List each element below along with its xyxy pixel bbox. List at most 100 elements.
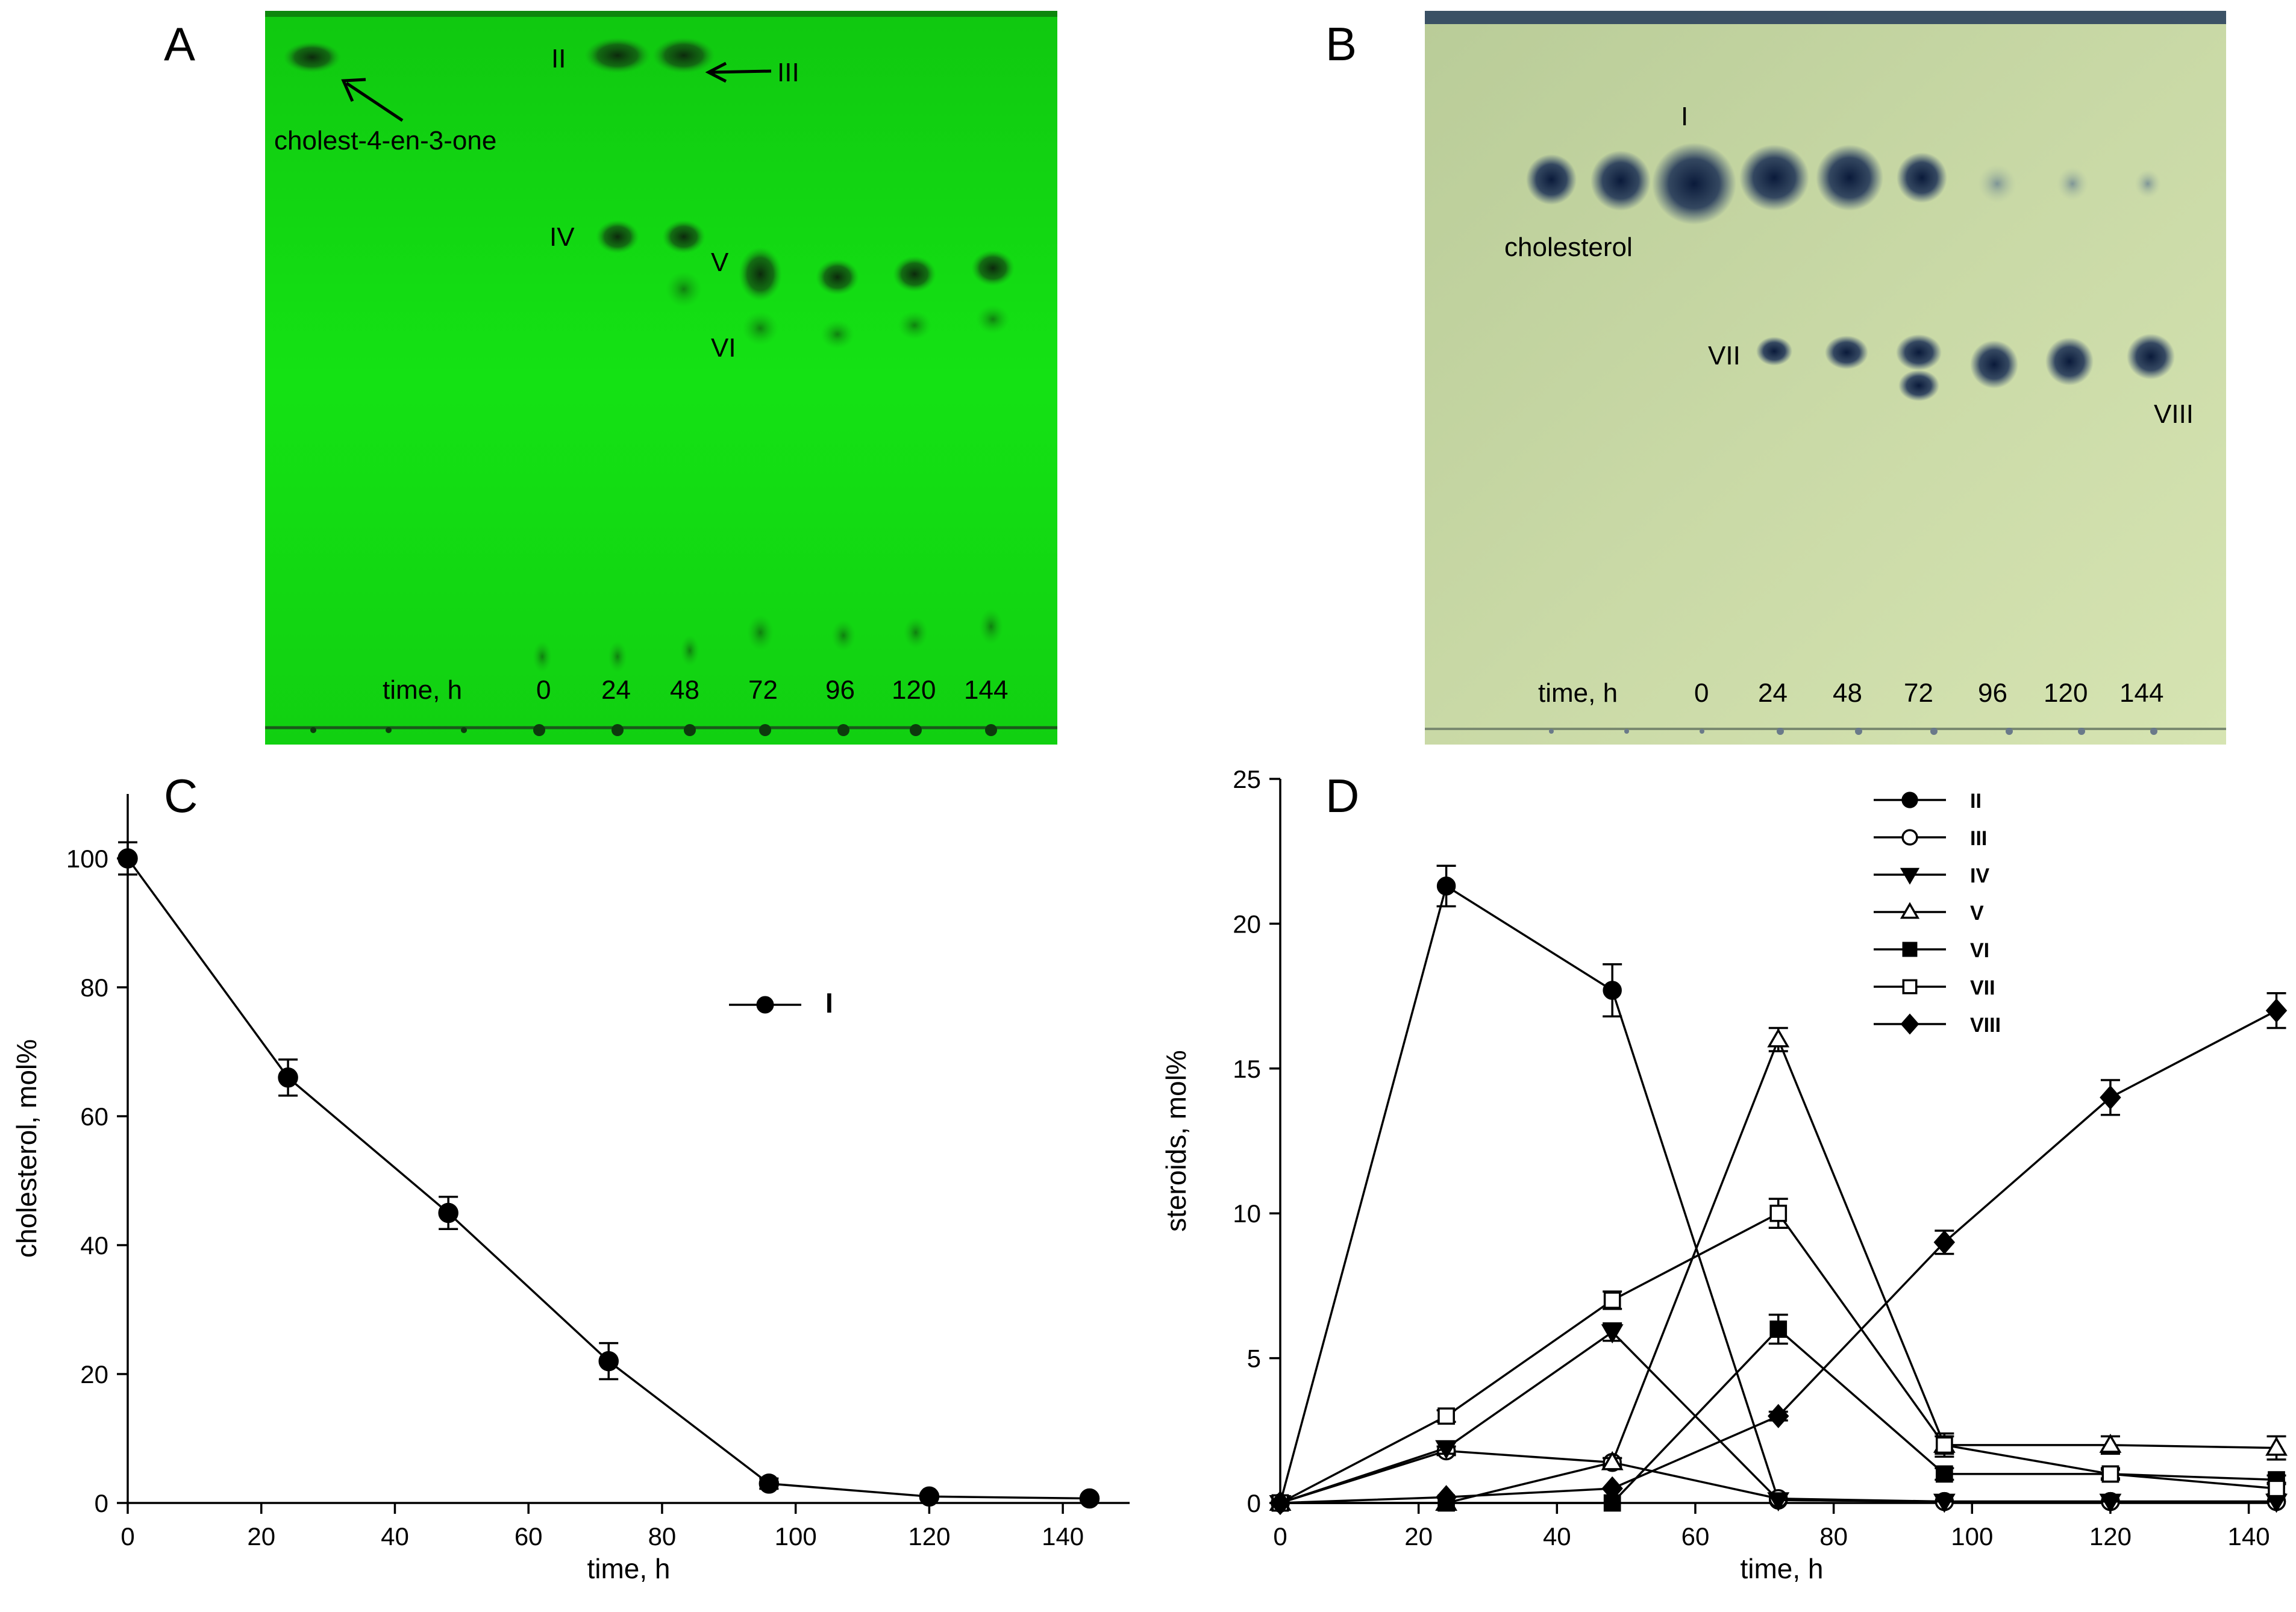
data-point-VI: [1935, 1465, 1953, 1483]
data-point-VIII: [1269, 1490, 1291, 1516]
lane-b-96: 96: [1978, 678, 2007, 708]
lane-a-48: 48: [670, 675, 699, 705]
spot-b-I-120: [2057, 167, 2088, 201]
y-tick-label: 10: [1233, 1199, 1261, 1228]
plate-a-origin-dots: [310, 724, 997, 736]
y-tick-label: 25: [1233, 765, 1261, 793]
x-tick-label: 0: [120, 1522, 134, 1551]
x-tick-label: 140: [1042, 1522, 1084, 1551]
x-tick-label: 120: [2089, 1522, 2132, 1551]
spot-b-I-72: [1897, 152, 1947, 203]
data-point-IV: [1435, 1440, 1458, 1460]
data-point-VII: [1603, 1292, 1621, 1309]
time-label-a: time, h: [383, 675, 462, 705]
lane-a-24: 24: [601, 675, 631, 705]
panel-c-label: C: [164, 769, 198, 822]
legend-marker-IV: [1900, 867, 1920, 885]
spot-b-VIII-96: [1970, 340, 2018, 389]
x-tick-label: 40: [1543, 1522, 1571, 1551]
lane-labels-b: time, h 0 24 48 72 96 120 144: [1538, 678, 2163, 708]
data-point-IV: [2099, 1493, 2122, 1513]
x-tick-label: 100: [1951, 1522, 1993, 1551]
data-point-I: [438, 1202, 458, 1223]
spot-label-VI: VI: [711, 333, 736, 363]
legend-label-IV: IV: [1970, 864, 1989, 887]
data-point-I: [598, 1351, 619, 1372]
data-point-VI: [1769, 1320, 1788, 1338]
x-tick-label: 0: [1273, 1522, 1287, 1551]
x-tick-label: 20: [247, 1522, 275, 1551]
series-line-VII: [1280, 1211, 2277, 1504]
data-point-VII: [2268, 1479, 2285, 1498]
spot-a-V-96: [816, 259, 859, 295]
data-point-VII: [1437, 1407, 1455, 1425]
time-label-b: time, h: [1538, 678, 1618, 708]
spot-a-VI-144: [976, 305, 1010, 334]
spot-a-V-48: [666, 271, 702, 307]
y-tick-label: 20: [80, 1360, 108, 1389]
data-point-VIII: [1933, 1230, 1956, 1255]
y-tick-label: 100: [66, 845, 108, 873]
y-tick-label: 15: [1233, 1055, 1261, 1083]
series-VII: [1271, 1198, 2286, 1512]
arrow-standard-a: [341, 78, 404, 122]
lane-b-144: 144: [2119, 678, 2163, 708]
x-tick-label: 140: [2228, 1522, 2270, 1551]
standard-label-a: cholest-4-en-3-one: [274, 126, 496, 155]
lane-b-48: 48: [1833, 678, 1862, 708]
spot-label-IV: IV: [549, 222, 575, 252]
spot-b-standard: [1526, 154, 1577, 205]
data-point-IV: [1601, 1324, 1624, 1344]
lane-a-72: 72: [748, 675, 778, 705]
lane-a-120: 120: [892, 675, 936, 705]
plate-b-background: [1425, 11, 2226, 745]
series-line-I: [127, 857, 1090, 1500]
spot-b-I-96: [1978, 164, 2016, 203]
spot-b-VIII-144: [2127, 334, 2175, 380]
series-V: [1269, 1026, 2288, 1511]
data-point-V: [1767, 1028, 1790, 1048]
legend-marker-I: [756, 996, 774, 1014]
lane-a-96: 96: [825, 675, 855, 705]
data-point-VII: [1935, 1436, 1953, 1454]
data-point-I: [278, 1067, 298, 1088]
legend-marker-VI: [1902, 942, 1918, 957]
spot-a-V-72: [739, 247, 782, 301]
legend-label-V: V: [1970, 902, 1984, 925]
spot-a-III: [652, 37, 715, 73]
legend-label-II: II: [1970, 790, 1982, 813]
lane-labels-a: time, h 0 24 48 72 96 120 144: [383, 675, 1008, 705]
y-tick-label: 40: [80, 1231, 108, 1260]
legend-label-III: III: [1970, 827, 1987, 850]
x-tick-label: 120: [908, 1522, 950, 1551]
spot-label-III: III: [777, 58, 799, 87]
legend-marker-III: [1901, 829, 1918, 846]
x-tick-label: 60: [515, 1522, 543, 1551]
spot-a-VI-72: [742, 311, 778, 345]
series-line-V: [1280, 1037, 2277, 1504]
legend-label-VI: VI: [1970, 939, 1989, 962]
chart-d-steroids: 0 20 40 60 80 100 120 140 0 5 10 15 20 25 time, h stero…: [1160, 765, 2288, 1584]
chart-c-cholesterol: 0 20 40 60 80 100 120 140 0 20 40 60 80 100 time, h cho…: [11, 794, 1130, 1584]
data-point-II: [1436, 876, 1456, 896]
spot-a-IV-24: [596, 220, 639, 254]
spot-a-VI-120: [898, 311, 931, 340]
spot-a-VI-96: [821, 320, 854, 349]
y-axis-label: cholesterol, mol%: [11, 1039, 42, 1258]
data-point-I: [117, 848, 138, 869]
spot-b-VII-24: [1756, 337, 1792, 366]
data-point-VIII: [2265, 998, 2288, 1023]
spot-a-IV-48: [662, 220, 705, 254]
panel-b-label: B: [1325, 17, 1357, 70]
plate-a-background: [265, 11, 1057, 745]
legend-label-VII: VII: [1970, 976, 1995, 999]
lane-a-144: 144: [964, 675, 1008, 705]
y-tick-label: 20: [1233, 910, 1261, 938]
y-tick-label: 0: [1247, 1489, 1261, 1517]
plate-b-top-edge: [1425, 11, 2226, 24]
data-point-VIII: [2100, 1085, 2121, 1110]
data-point-IV: [1767, 1492, 1790, 1512]
x-tick-label: 60: [1681, 1522, 1710, 1551]
series-line-VIII: [1280, 1010, 2277, 1504]
